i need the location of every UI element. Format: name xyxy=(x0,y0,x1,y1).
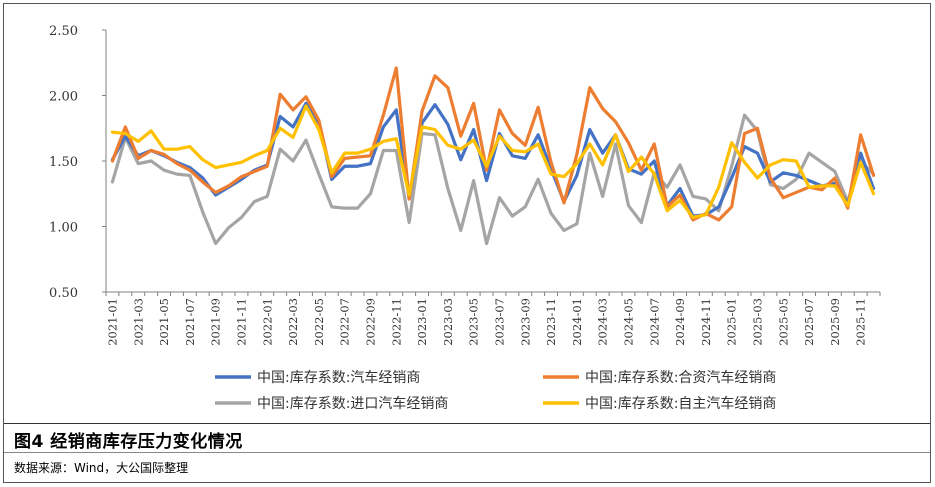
x-tick-label: 2025-05 xyxy=(776,298,790,346)
x-tick-label: 2021-11 xyxy=(234,298,248,346)
chart-legend: 中国:库存系数:汽车经销商 中国:库存系数:合资汽车经销商中国:库存系数:进口汽车… xyxy=(215,369,776,412)
figure-caption: 图4 经销商库存压力变化情况 xyxy=(14,432,243,452)
caption-bar: 图4 经销商库存压力变化情况 xyxy=(4,423,930,453)
chart-axes: 2.50 2.00 1.50 1.00 0.50 2021-01 2021-03 2021-0… xyxy=(49,24,881,346)
x-tick-label: 2022-05 xyxy=(312,298,326,346)
series-line-2 xyxy=(110,113,876,246)
figure-source-note: 数据来源：Wind，大公国际整理 xyxy=(14,461,189,475)
x-tick-label: 2021-03 xyxy=(131,298,145,346)
y-tick-label: 2.50 xyxy=(49,24,78,39)
legend-label-1: 中国:库存系数:合资汽车经销商 xyxy=(585,369,776,386)
x-tick-label: 2023-03 xyxy=(441,298,455,346)
legend-label-0: 中国:库存系数:汽车经销商 xyxy=(257,369,420,386)
x-tick-label: 2022-01 xyxy=(260,298,274,346)
x-tick-label: 2025-11 xyxy=(854,298,868,346)
x-tick-label: 2023-05 xyxy=(467,298,481,346)
x-tick-label: 2021-05 xyxy=(157,298,171,346)
y-tick-label: 1.50 xyxy=(49,155,78,170)
x-tick-label: 2025-01 xyxy=(725,298,739,346)
x-tick-label: 2021-07 xyxy=(183,298,197,346)
y-tick-label: 1.00 xyxy=(49,221,78,236)
x-tick-label: 2021-09 xyxy=(209,298,223,346)
x-tick-label: 2022-07 xyxy=(338,298,352,346)
x-tick-label: 2023-01 xyxy=(415,298,429,346)
series-line-3 xyxy=(110,104,876,219)
y-tick-label: 0.50 xyxy=(49,286,78,301)
x-tick-label: 2024-07 xyxy=(647,298,661,346)
x-tick-label: 2024-01 xyxy=(570,298,584,346)
x-tick-label: 2025-03 xyxy=(750,298,764,346)
legend-label-2: 中国:库存系数:进口汽车经销商 xyxy=(257,395,448,412)
legend-label-3: 中国:库存系数:自主汽车经销商 xyxy=(585,395,776,412)
series-line-0 xyxy=(110,101,876,218)
x-tick-label: 2025-07 xyxy=(802,298,816,346)
x-tick-label: 2024-11 xyxy=(699,298,713,346)
x-tick-label: 2024-05 xyxy=(621,298,635,346)
x-tick-label: 2022-11 xyxy=(389,298,403,346)
x-tick-label: 2023-07 xyxy=(492,298,506,346)
x-tick-label: 2023-11 xyxy=(544,298,558,346)
x-tick-label: 2024-09 xyxy=(673,298,687,346)
x-tick-label: 2025-09 xyxy=(828,298,842,346)
x-tick-label: 2021-01 xyxy=(105,298,119,346)
x-tick-label: 2022-09 xyxy=(363,298,377,346)
figure-frame xyxy=(3,3,931,483)
series-line-1 xyxy=(110,66,876,222)
y-tick-label: 2.00 xyxy=(49,90,78,105)
x-tick-label: 2024-03 xyxy=(596,298,610,346)
x-tick-label: 2023-09 xyxy=(518,298,532,346)
x-tick-label: 2022-03 xyxy=(286,298,300,346)
chart-series-layer xyxy=(110,66,876,246)
